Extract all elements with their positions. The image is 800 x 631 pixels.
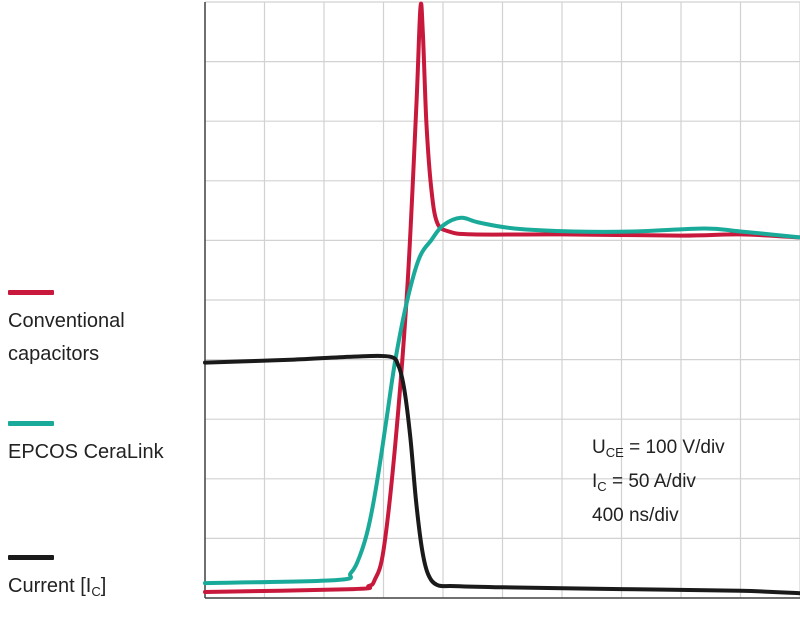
scale-time: 400 ns/div <box>592 505 679 526</box>
scale-voltage: UCE = 100 V/div <box>592 437 725 460</box>
legend-item-conventional: Conventional capacitors <box>8 290 178 371</box>
series-lines <box>203 1 800 596</box>
series-line-ceralink <box>203 215 800 586</box>
legend-label-conventional: Conventional capacitors <box>8 310 125 365</box>
legend-swatch-conventional <box>8 290 54 295</box>
legend-label-current: Current [IC] <box>8 575 107 599</box>
series-line-conventional <box>203 1 800 594</box>
legend-swatch-ceralink <box>8 421 54 426</box>
legend-label-ceralink: EPCOS CeraLink <box>8 441 164 463</box>
legend-item-ceralink: EPCOS CeraLink <box>8 421 178 469</box>
scale-current: IC = 50 A/div <box>592 471 696 494</box>
legend-item-current: Current [IC] <box>8 555 178 608</box>
scale-info: UCE = 100 V/div IC = 50 A/div 400 ns/div <box>592 433 725 530</box>
legend-swatch-current <box>8 555 54 560</box>
grid <box>204 1 800 599</box>
series-line-current <box>203 353 800 596</box>
